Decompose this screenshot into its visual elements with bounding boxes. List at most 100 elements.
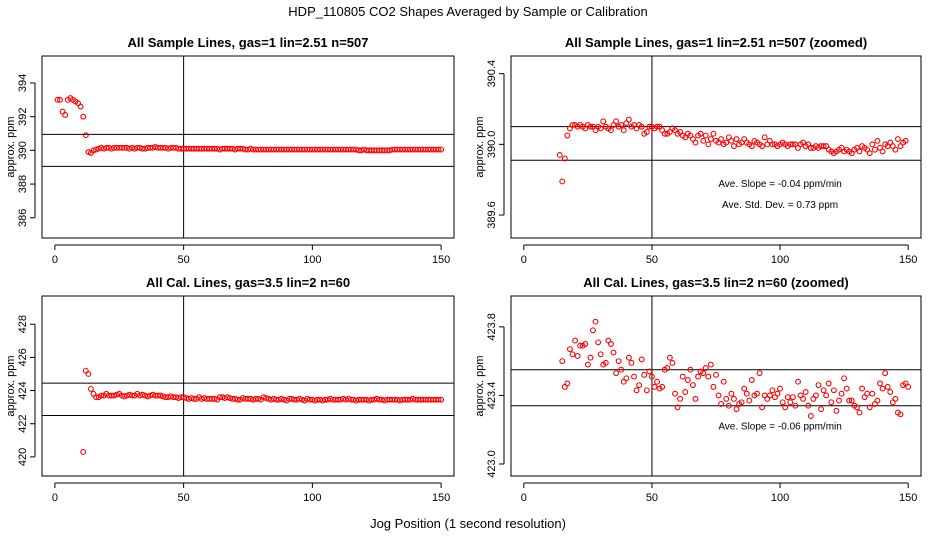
data-point-4 bbox=[692, 395, 699, 402]
data-point-2 bbox=[597, 125, 604, 132]
data-point-3 bbox=[157, 392, 164, 399]
y-tick-label-1: 388 bbox=[17, 175, 29, 193]
data-point-1 bbox=[54, 96, 61, 103]
data-point-2 bbox=[587, 123, 594, 130]
data-point-4 bbox=[738, 399, 745, 406]
data-point-4 bbox=[659, 383, 666, 390]
data-point-4 bbox=[774, 390, 781, 397]
data-point-4 bbox=[715, 392, 722, 399]
data-point-4 bbox=[833, 407, 840, 414]
data-point-4 bbox=[669, 359, 676, 366]
data-point-4 bbox=[574, 353, 581, 359]
data-point-2 bbox=[728, 137, 735, 144]
data-point-4 bbox=[687, 366, 694, 373]
data-point-3 bbox=[190, 395, 197, 402]
x-tick-label-4: 0 bbox=[521, 492, 527, 504]
y-tick-label-2: 390.0 bbox=[486, 131, 498, 159]
data-point-2 bbox=[556, 152, 563, 158]
y-tick-label-2: 390.4 bbox=[486, 60, 498, 88]
data-point-4 bbox=[782, 404, 789, 411]
y-tick-label-1: 390 bbox=[17, 141, 29, 159]
data-point-4 bbox=[864, 390, 871, 397]
data-point-4 bbox=[769, 387, 776, 394]
data-point-1 bbox=[57, 96, 63, 103]
data-point-4 bbox=[672, 390, 678, 397]
y-tick-label-3: 424 bbox=[17, 381, 29, 399]
data-point-4 bbox=[590, 327, 596, 334]
data-point-2 bbox=[643, 129, 650, 135]
data-point-4 bbox=[754, 390, 760, 397]
annotation-2: Ave. Slope = -0.04 ppm/min bbox=[718, 179, 842, 190]
data-point-4 bbox=[625, 354, 632, 361]
data-point-2 bbox=[759, 143, 766, 150]
data-point-4 bbox=[746, 397, 753, 404]
data-point-2 bbox=[705, 141, 712, 148]
data-point-4 bbox=[723, 395, 730, 402]
data-point-2 bbox=[707, 136, 714, 142]
data-point-3 bbox=[255, 395, 262, 402]
data-point-2 bbox=[625, 116, 632, 123]
x-tick-label-1: 0 bbox=[52, 254, 58, 266]
panel-title-4: All Cal. Lines, gas=3.5 lin=2 n=60 (zoom… bbox=[583, 275, 849, 290]
y-tick-label-2: 389.6 bbox=[486, 201, 498, 229]
data-point-4 bbox=[607, 341, 614, 347]
data-point-4 bbox=[836, 397, 842, 404]
data-point-4 bbox=[828, 399, 835, 406]
data-point-4 bbox=[623, 375, 630, 382]
data-point-4 bbox=[905, 383, 912, 390]
data-point-2 bbox=[654, 123, 661, 130]
data-point-3 bbox=[85, 371, 92, 377]
data-point-2 bbox=[869, 141, 876, 148]
data-point-4 bbox=[615, 358, 622, 365]
data-point-4 bbox=[728, 390, 735, 397]
data-point-3 bbox=[296, 395, 303, 402]
x-tick-label-2: 100 bbox=[771, 254, 789, 266]
data-point-4 bbox=[631, 373, 637, 380]
plot-frame-4 bbox=[510, 295, 922, 477]
data-point-4 bbox=[582, 341, 589, 347]
data-point-4 bbox=[759, 404, 766, 411]
data-point-4 bbox=[587, 354, 594, 361]
data-point-3 bbox=[121, 393, 128, 400]
data-point-4 bbox=[869, 390, 876, 397]
data-point-4 bbox=[595, 339, 602, 346]
data-point-4 bbox=[577, 342, 584, 349]
data-point-4 bbox=[679, 373, 686, 380]
data-point-2 bbox=[702, 132, 709, 139]
y-tick-label-1: 386 bbox=[17, 209, 29, 227]
data-point-2 bbox=[866, 150, 873, 157]
data-point-4 bbox=[572, 337, 579, 344]
data-point-4 bbox=[569, 351, 576, 358]
data-point-3 bbox=[180, 394, 187, 401]
data-point-2 bbox=[748, 143, 755, 150]
data-point-4 bbox=[846, 397, 853, 404]
data-point-2 bbox=[564, 132, 571, 139]
data-point-4 bbox=[805, 402, 812, 409]
data-point-4 bbox=[879, 385, 886, 392]
data-point-4 bbox=[592, 318, 599, 325]
data-point-2 bbox=[718, 136, 725, 142]
data-point-4 bbox=[802, 389, 809, 395]
data-point-2 bbox=[807, 144, 814, 151]
data-point-2 bbox=[723, 139, 730, 146]
data-point-4 bbox=[887, 389, 894, 395]
data-point-4 bbox=[779, 399, 786, 406]
data-point-4 bbox=[705, 373, 712, 380]
panel-title-3: All Cal. Lines, gas=3.5 lin=2 n=60 bbox=[146, 275, 350, 290]
plot-frame-3 bbox=[41, 295, 455, 477]
data-point-2 bbox=[710, 130, 717, 137]
data-point-2 bbox=[600, 118, 607, 125]
data-point-1 bbox=[80, 113, 87, 120]
x-tick-label-3: 100 bbox=[303, 492, 321, 504]
x-tick-label-2: 150 bbox=[899, 254, 917, 266]
data-point-2 bbox=[894, 136, 901, 142]
data-point-4 bbox=[853, 404, 860, 411]
data-point-4 bbox=[892, 395, 899, 402]
data-point-4 bbox=[597, 351, 604, 358]
data-point-4 bbox=[784, 394, 791, 401]
data-point-2 bbox=[874, 137, 881, 144]
data-point-4 bbox=[628, 359, 635, 366]
data-point-4 bbox=[720, 378, 727, 385]
data-point-2 bbox=[733, 136, 740, 142]
data-point-4 bbox=[743, 390, 750, 397]
